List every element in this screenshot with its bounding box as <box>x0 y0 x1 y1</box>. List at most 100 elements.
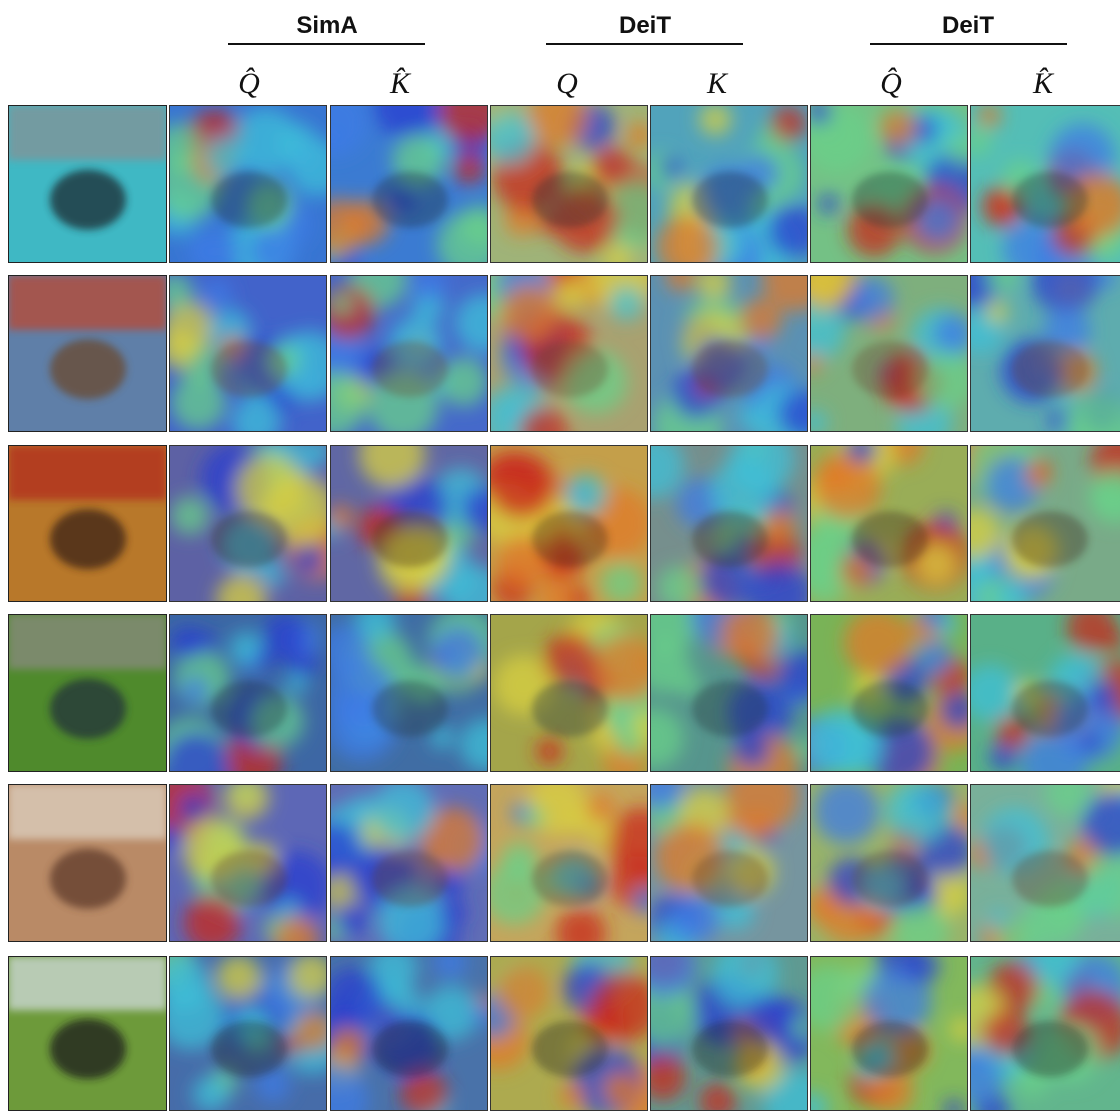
attention-map <box>299 250 514 441</box>
photo-subject <box>50 1019 126 1079</box>
heat-blob <box>251 228 298 275</box>
heat-blob <box>846 432 877 463</box>
photo <box>8 105 167 263</box>
attention-map <box>483 773 676 959</box>
heat-blob <box>432 626 484 678</box>
map-subject <box>372 511 448 567</box>
heat-blob <box>440 899 467 926</box>
map-subject <box>692 1021 768 1077</box>
attention-map <box>148 770 332 961</box>
attention-map <box>476 445 652 619</box>
heat-blob <box>170 627 202 659</box>
map-subject <box>852 341 928 397</box>
image-grid <box>8 72 1120 1111</box>
heat-blob <box>412 266 447 301</box>
heat-blob <box>536 738 564 766</box>
map-subject <box>532 172 608 228</box>
map-subject <box>532 1021 608 1077</box>
attention-map <box>465 244 655 457</box>
heat-blob <box>255 648 276 669</box>
map-subject <box>211 851 287 907</box>
map-subject <box>372 681 448 737</box>
heat-blob <box>820 459 854 493</box>
heat-blob <box>818 194 839 215</box>
heat-blob <box>328 504 353 529</box>
heat-blob <box>556 278 588 310</box>
heat-blob <box>592 635 659 702</box>
heat-blob <box>657 566 701 610</box>
map-subject <box>1012 681 1088 737</box>
heat-blob <box>977 103 1001 127</box>
column-label: Q <box>556 67 578 100</box>
map-subject <box>852 511 928 567</box>
heat-blob <box>916 639 953 676</box>
heat-blob <box>771 105 807 141</box>
heat-blob <box>1049 410 1070 431</box>
photo <box>8 956 167 1111</box>
attention-map <box>319 421 511 630</box>
map-subject <box>852 172 928 228</box>
map-subject <box>211 511 287 567</box>
attention-map <box>154 105 346 283</box>
heat-blob <box>844 608 912 676</box>
heat-blob <box>188 237 211 260</box>
map-subject <box>692 511 768 567</box>
photo-subject <box>50 849 126 909</box>
group-title: DeiT <box>619 12 671 39</box>
heat-blob <box>891 902 949 960</box>
heat-blob <box>193 1076 229 1111</box>
heat-blob <box>330 1027 366 1063</box>
photo <box>8 275 167 432</box>
heat-blob <box>544 633 598 687</box>
map-subject <box>1012 851 1088 907</box>
heat-blob <box>335 902 368 935</box>
photo <box>8 614 167 772</box>
photo <box>8 784 167 942</box>
heat-blob <box>1088 681 1116 709</box>
attention-map <box>619 427 813 627</box>
heat-blob <box>603 1073 638 1108</box>
heat-blob <box>905 949 940 984</box>
attention-map <box>169 433 348 625</box>
map-subject <box>852 681 928 737</box>
column-label: Q̂ <box>238 67 260 100</box>
attention-map <box>644 103 821 291</box>
group-title: DeiT <box>942 12 994 39</box>
heat-blob <box>204 137 244 177</box>
attention-map <box>156 613 327 798</box>
heat-blob <box>565 474 607 516</box>
heat-blob <box>616 730 643 757</box>
map-subject <box>692 681 768 737</box>
heat-blob <box>224 775 269 820</box>
heat-blob <box>274 916 319 961</box>
heat-blob <box>216 955 261 1000</box>
heat-blob <box>293 544 324 575</box>
photo <box>8 445 167 602</box>
heat-blob <box>484 113 535 164</box>
heat-blob <box>568 587 592 611</box>
attention-map <box>301 72 504 279</box>
heat-blob <box>986 261 1017 292</box>
group-title: SimA <box>296 12 357 39</box>
heat-blob <box>604 245 632 273</box>
heat-blob <box>721 604 779 662</box>
map-subject <box>532 341 608 397</box>
heat-blob <box>660 157 681 178</box>
photo-top <box>8 614 167 669</box>
heat-blob <box>170 496 209 535</box>
figure: SimAQ̂K̂DeiTQKDeiTQ̂K̂ <box>0 0 1120 1111</box>
map-subject <box>372 1021 448 1077</box>
heat-blob <box>179 794 208 823</box>
heat-blob <box>626 122 653 149</box>
column-label: K <box>706 67 729 100</box>
map-subject <box>532 511 608 567</box>
attention-map <box>947 411 1120 621</box>
heat-blob <box>453 152 485 184</box>
map-subject <box>211 341 287 397</box>
attention-map <box>805 778 980 960</box>
heat-blob <box>372 779 435 842</box>
attention-map <box>943 247 1120 458</box>
heat-blob <box>524 807 545 828</box>
attention-map <box>962 103 1120 287</box>
page: {"figure": {"groups": [ {"title": "SimA"… <box>0 0 1120 1111</box>
